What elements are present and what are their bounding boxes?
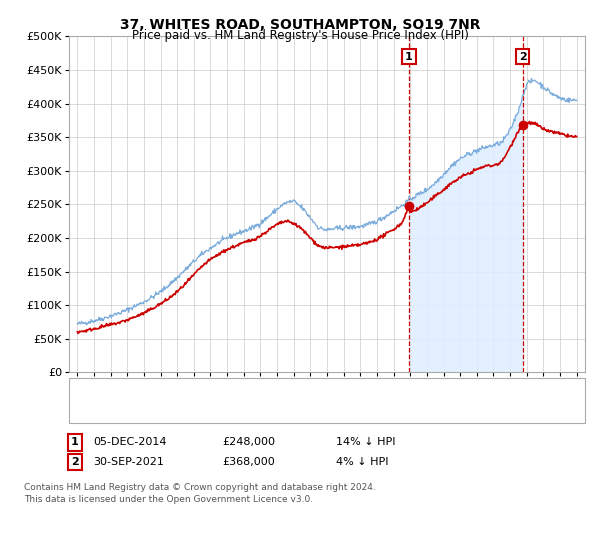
Text: ———: ——— [81,402,118,416]
Text: 05-DEC-2014: 05-DEC-2014 [93,437,167,447]
Text: 2: 2 [519,52,526,62]
Text: 2: 2 [71,457,79,467]
Text: Price paid vs. HM Land Registry's House Price Index (HPI): Price paid vs. HM Land Registry's House … [131,29,469,42]
Text: £368,000: £368,000 [222,457,275,467]
Text: 1: 1 [405,52,413,62]
Text: Contains HM Land Registry data © Crown copyright and database right 2024.: Contains HM Land Registry data © Crown c… [24,483,376,492]
Text: 37, WHITES ROAD, SOUTHAMPTON, SO19 7NR (detached house): 37, WHITES ROAD, SOUTHAMPTON, SO19 7NR (… [105,381,441,391]
Text: ———: ——— [81,380,118,393]
Text: 1: 1 [71,437,79,447]
Text: 30-SEP-2021: 30-SEP-2021 [93,457,164,467]
Text: 14% ↓ HPI: 14% ↓ HPI [336,437,395,447]
Text: This data is licensed under the Open Government Licence v3.0.: This data is licensed under the Open Gov… [24,495,313,504]
Text: £248,000: £248,000 [222,437,275,447]
Text: 37, WHITES ROAD, SOUTHAMPTON, SO19 7NR: 37, WHITES ROAD, SOUTHAMPTON, SO19 7NR [120,18,480,32]
Text: HPI: Average price, detached house, Southampton: HPI: Average price, detached house, Sout… [105,404,368,414]
Text: 4% ↓ HPI: 4% ↓ HPI [336,457,389,467]
